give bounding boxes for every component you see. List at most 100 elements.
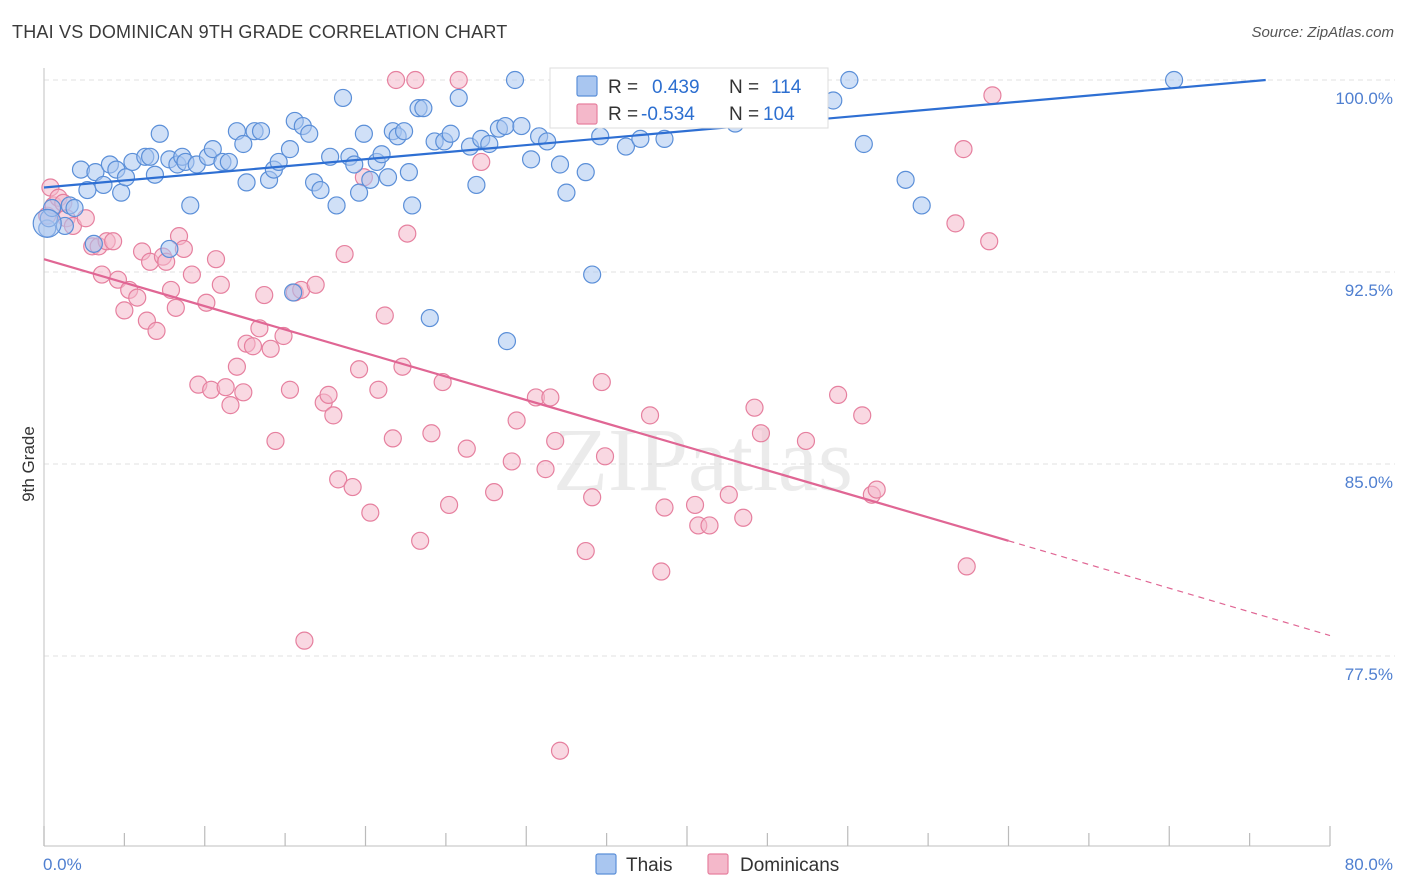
thais-point — [94, 175, 113, 195]
y-tick-label: 77.5% — [1345, 665, 1393, 684]
dominicans-point — [306, 275, 325, 294]
dominicans-point — [640, 406, 660, 425]
dominicans-stat-swatch — [576, 103, 598, 125]
thais-point — [145, 165, 165, 184]
dominicans-r-value: -0.534 — [641, 104, 695, 125]
thais-point — [116, 168, 136, 187]
thais-point — [449, 88, 468, 108]
dominicans-point — [295, 631, 314, 650]
thais-point — [399, 163, 419, 182]
dominicans-point — [734, 508, 753, 527]
thais-point — [251, 122, 271, 141]
trend-lines — [43, 78, 1331, 637]
dominicans-point — [383, 429, 402, 448]
thais-point — [284, 283, 303, 302]
dominicans-point — [319, 385, 338, 404]
dominicans-point — [576, 541, 595, 561]
dominicans-trend-line — [43, 258, 1009, 542]
thais-point — [1164, 70, 1184, 90]
dominicans-point — [853, 406, 872, 425]
thais-point — [349, 183, 369, 202]
thais-point — [311, 180, 330, 200]
dominicans-point — [954, 140, 973, 159]
thais-point — [631, 129, 650, 148]
thais-point — [203, 140, 222, 159]
legend-dominicans-swatch — [707, 853, 729, 875]
dominicans-point — [502, 452, 521, 471]
thais-point — [86, 163, 105, 182]
thais-point — [557, 183, 576, 202]
thais-point — [150, 124, 169, 143]
x-tick-max: 80.0% — [1345, 855, 1393, 874]
thais-point — [65, 198, 84, 218]
thais-point — [280, 140, 300, 159]
dominicans-point — [867, 480, 886, 499]
dominicans-point — [946, 214, 965, 233]
dominicans-trend-extension — [1008, 540, 1331, 637]
thais-point — [300, 124, 319, 143]
dominicans-point — [550, 741, 570, 760]
dominicans-point — [329, 470, 348, 489]
dominicans-point — [655, 498, 674, 517]
legend: Thais Dominicans — [595, 853, 839, 876]
thais-point — [591, 127, 610, 146]
y-tick-label: 92.5% — [1345, 281, 1393, 300]
thais-point — [140, 147, 160, 166]
dominicans-point — [266, 431, 285, 451]
axes — [43, 68, 1331, 847]
dominicans-point — [243, 337, 263, 356]
dominicans-point — [652, 562, 671, 581]
grid-lines: 77.5% 85.0% 92.5% 100.0% — [44, 79, 1395, 684]
dominicans-n-label: N = — [729, 104, 759, 125]
dominicans-point — [449, 70, 468, 90]
dominicans-point — [280, 380, 300, 399]
dominicans-point — [457, 439, 476, 458]
thais-point — [361, 170, 380, 189]
stats-box: R = 0.439 N = 114 R = -0.534 N = 104 — [549, 67, 829, 129]
dominicans-point — [592, 372, 611, 392]
thais-r-label: R = — [608, 77, 638, 98]
thais-point — [538, 132, 557, 151]
y-axis-label: 9th Grade — [19, 426, 38, 502]
thais-point — [583, 265, 602, 284]
dominicans-point — [829, 385, 848, 404]
dominicans-point — [536, 460, 555, 479]
dominicans-point — [206, 250, 226, 269]
thais-point — [32, 208, 62, 238]
x-tick-min: 0.0% — [43, 855, 82, 874]
dominicans-point — [700, 516, 719, 535]
dominicans-point — [411, 531, 430, 550]
dominicans-point — [361, 503, 380, 522]
dominicans-point — [957, 557, 976, 576]
dominicans-point — [386, 70, 406, 90]
thais-point — [512, 116, 531, 136]
dominicans-point — [147, 321, 166, 340]
dominicans-point — [406, 70, 425, 90]
thais-point — [112, 183, 131, 202]
thais-point — [505, 70, 525, 90]
dominicans-point — [227, 357, 246, 376]
dominicans-point — [745, 398, 764, 417]
thais-trend-line — [43, 78, 1266, 189]
thais-point — [441, 124, 460, 143]
dominicans-point — [685, 495, 705, 515]
thais-point — [237, 173, 256, 192]
thais-point — [521, 150, 541, 169]
dominicans-point — [796, 431, 816, 451]
legend-dominicans-label: Dominicans — [740, 855, 839, 876]
dominicans-point — [234, 383, 253, 402]
thais-point — [219, 152, 238, 172]
dominicans-point — [398, 224, 417, 243]
legend-thais-swatch — [595, 853, 617, 875]
thais-point — [616, 137, 636, 156]
dominicans-point — [751, 424, 771, 443]
thais-point — [333, 88, 353, 108]
y-tick-label: 85.0% — [1345, 473, 1393, 492]
dominicans-point — [166, 298, 185, 317]
dominicans-point — [583, 488, 602, 507]
thais-r-value: 0.439 — [652, 77, 700, 98]
thais-point — [394, 122, 414, 141]
thais-point — [160, 239, 179, 259]
dominicans-point — [472, 152, 491, 172]
